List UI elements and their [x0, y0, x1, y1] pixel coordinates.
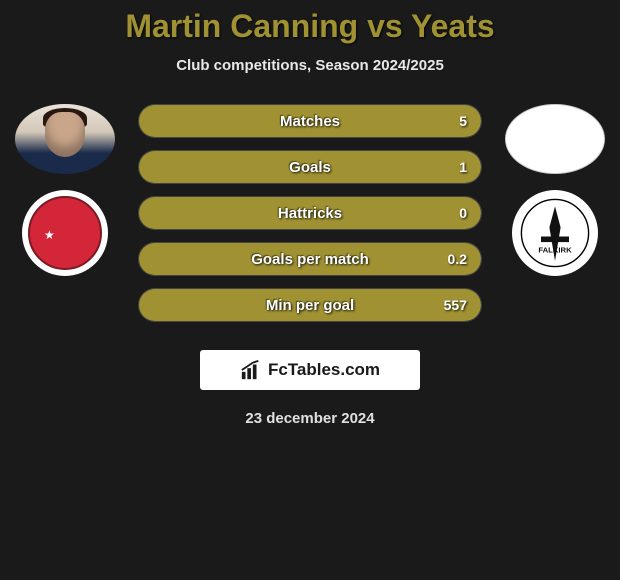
chart-icon: [240, 359, 262, 381]
stat-label: Goals: [289, 159, 331, 176]
left-player-column: [10, 104, 120, 276]
stats-list: Matches 5 Goals 1 Hattricks 0 Goals per match 0…: [138, 104, 482, 322]
comparison-widget: Martin Canning vs Yeats Club competition…: [0, 0, 620, 427]
stat-value-right: 5: [459, 113, 467, 129]
main-row: Matches 5 Goals 1 Hattricks 0 Goals per match 0…: [0, 104, 620, 322]
stat-row: Goals 1: [138, 150, 482, 184]
subtitle: Club competitions, Season 2024/2025: [0, 57, 620, 74]
stat-row: Goals per match 0.2: [138, 242, 482, 276]
right-player-column: FALKIRK: [500, 104, 610, 276]
right-club-badge: FALKIRK: [512, 190, 598, 276]
stat-label: Hattricks: [278, 205, 342, 222]
stat-label: Min per goal: [266, 297, 354, 314]
stat-label: Matches: [280, 113, 340, 130]
stat-label: Goals per match: [251, 251, 369, 268]
svg-text:FALKIRK: FALKIRK: [538, 246, 572, 255]
stat-row: Matches 5: [138, 104, 482, 138]
stat-value-right: 0.2: [448, 251, 467, 267]
page-title: Martin Canning vs Yeats: [0, 8, 620, 45]
right-player-avatar: [505, 104, 605, 174]
left-player-avatar: [15, 104, 115, 174]
stat-row: Min per goal 557: [138, 288, 482, 322]
brand-text: FcTables.com: [268, 360, 380, 380]
stat-row: Hattricks 0: [138, 196, 482, 230]
brand-attribution[interactable]: FcTables.com: [200, 350, 420, 390]
falkirk-badge-icon: FALKIRK: [520, 198, 590, 268]
left-club-badge: [22, 190, 108, 276]
stat-value-right: 557: [444, 297, 467, 313]
stat-value-right: 0: [459, 205, 467, 221]
date-label: 23 december 2024: [0, 410, 620, 427]
stat-value-right: 1: [459, 159, 467, 175]
